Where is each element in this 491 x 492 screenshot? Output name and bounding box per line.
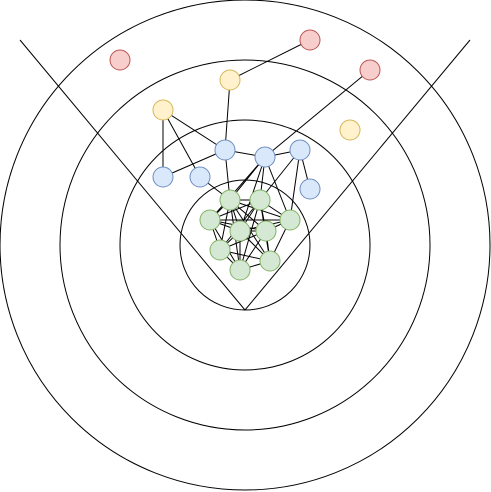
- edge: [162, 149, 226, 178]
- node-blue: [189, 166, 211, 188]
- node-blue: [214, 139, 236, 161]
- edge: [229, 39, 311, 81]
- wedge-left-line: [19, 39, 246, 311]
- wedge: [19, 39, 471, 311]
- node-green: [279, 209, 301, 231]
- node-yellow: [152, 99, 174, 121]
- node-red: [109, 49, 131, 71]
- yellow-nodes: [152, 69, 361, 141]
- node-green: [255, 220, 277, 242]
- edge: [162, 109, 201, 178]
- node-green: [199, 209, 221, 231]
- edge: [289, 149, 301, 221]
- red-nodes: [109, 29, 381, 81]
- edge: [264, 69, 371, 158]
- node-yellow: [219, 69, 241, 91]
- edge: [264, 156, 291, 221]
- node-blue: [289, 139, 311, 161]
- node-green: [229, 220, 251, 242]
- node-green: [249, 189, 271, 211]
- edge: [209, 156, 266, 221]
- node-green: [229, 259, 251, 281]
- wedge-right-line: [244, 39, 471, 311]
- node-green: [259, 250, 281, 272]
- ring-second: [119, 119, 371, 371]
- node-green: [219, 189, 241, 211]
- node-yellow: [339, 119, 361, 141]
- edge: [239, 199, 261, 271]
- edge: [259, 149, 301, 201]
- edge: [162, 109, 226, 151]
- edge: [224, 79, 231, 151]
- node-red: [299, 29, 321, 51]
- node-blue: [254, 146, 276, 168]
- node-blue: [152, 166, 174, 188]
- blue-nodes: [152, 139, 321, 200]
- node-blue: [299, 178, 321, 200]
- node-red: [359, 59, 381, 81]
- green-nodes: [199, 189, 301, 281]
- node-green: [209, 239, 231, 261]
- ring-third: [59, 59, 431, 431]
